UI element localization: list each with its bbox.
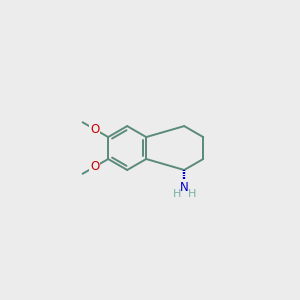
Text: O: O bbox=[90, 123, 99, 136]
Text: H: H bbox=[172, 189, 181, 199]
Text: O: O bbox=[90, 160, 99, 173]
Text: N: N bbox=[180, 181, 189, 194]
Text: H: H bbox=[188, 189, 196, 199]
